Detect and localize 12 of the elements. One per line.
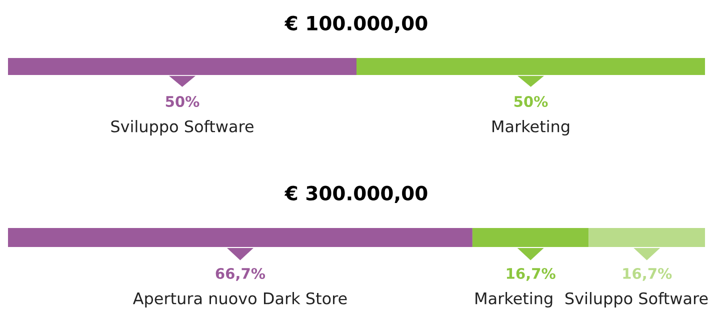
data-label: 50% bbox=[514, 96, 548, 108]
data-label: 50% bbox=[166, 96, 200, 108]
data-label: 66,7% bbox=[216, 268, 266, 281]
text: Apertura nuovo Dark Store bbox=[132, 292, 347, 308]
chart-title: € 100.000,00 bbox=[284, 16, 428, 33]
text: Sviluppo Software bbox=[111, 120, 254, 136]
data-label: 16,7% bbox=[623, 268, 672, 281]
text: Marketing bbox=[476, 292, 552, 308]
data-label: 16,7% bbox=[506, 268, 556, 281]
text: Sviluppo Software bbox=[565, 292, 708, 308]
chart-title: € 300.000,00 bbox=[284, 186, 428, 203]
text: Marketing bbox=[492, 120, 570, 136]
